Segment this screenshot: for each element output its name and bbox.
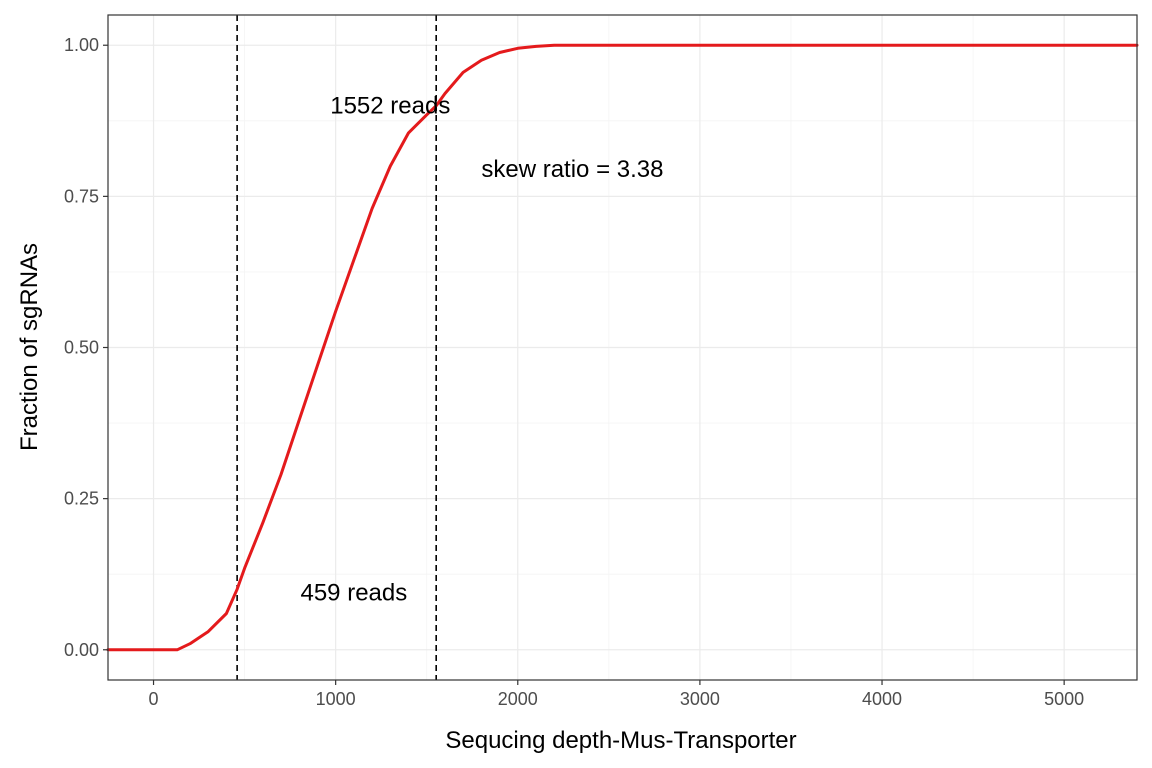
y-axis-ticks: 0.00 0.25 0.50 0.75 1.00 bbox=[64, 35, 108, 660]
x-tick-label: 3000 bbox=[680, 689, 720, 709]
data-series bbox=[106, 43, 1139, 652]
annotation-label: 1552 reads bbox=[330, 93, 450, 120]
annotation-label: skew ratio = 3.38 bbox=[481, 156, 663, 183]
grid bbox=[108, 15, 1137, 680]
x-tick-label: 2000 bbox=[498, 689, 538, 709]
y-axis-title: Fraction of sgRNAs bbox=[16, 243, 43, 451]
x-tick-label: 1000 bbox=[316, 689, 356, 709]
x-tick-label: 4000 bbox=[862, 689, 902, 709]
x-axis-ticks: 0 1000 2000 3000 4000 5000 bbox=[149, 680, 1084, 709]
x-tick-label: 5000 bbox=[1044, 689, 1084, 709]
y-tick-label: 0.75 bbox=[64, 186, 99, 206]
x-axis-title: Sequcing depth-Mus-Transporter bbox=[445, 727, 796, 754]
y-tick-label: 0.25 bbox=[64, 489, 99, 509]
reference-lines bbox=[236, 15, 437, 680]
cumulative-fraction-line bbox=[106, 43, 1139, 652]
y-tick-label: 0.50 bbox=[64, 338, 99, 358]
x-tick-label: 0 bbox=[149, 689, 159, 709]
y-tick-label: 1.00 bbox=[64, 35, 99, 55]
annotations: 1552 reads skew ratio = 3.38 459 reads bbox=[300, 93, 663, 607]
annotation-label: 459 reads bbox=[300, 579, 407, 606]
y-tick-label: 0.00 bbox=[64, 640, 99, 660]
